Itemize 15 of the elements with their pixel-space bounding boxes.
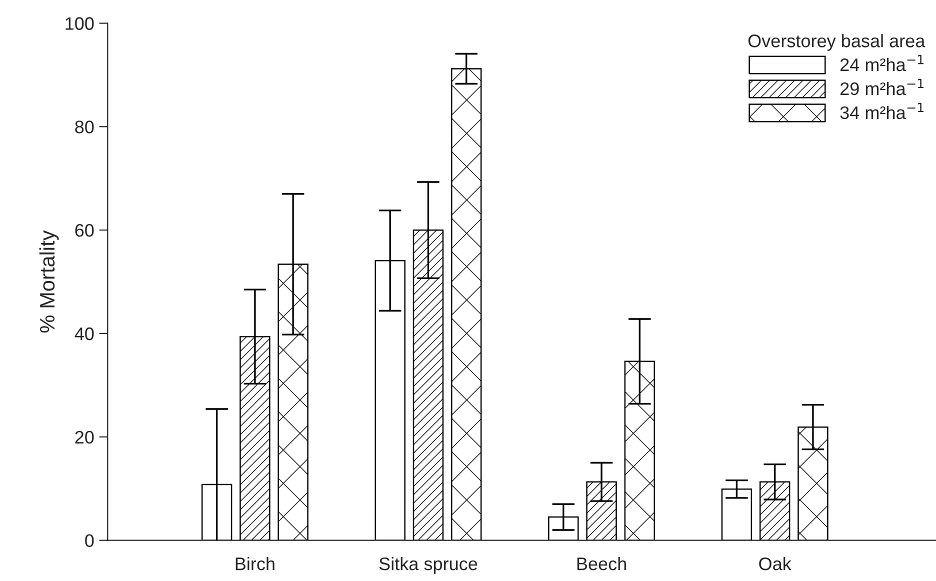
x-tick-label: Birch [236,556,274,570]
y-tick-label: 40 [74,327,94,340]
x-tick-label: Sitka spruce [379,556,478,574]
y-tick-label: 20 [75,430,94,444]
legend-title: Overstorey basal area [748,34,926,51]
legend-label: 29 m²ha$^{−1}$ [840,78,924,96]
legend-label: 24 m²ha$^{−1}$ [840,54,924,72]
x-tick-label: Oak [759,556,792,570]
x-tick-label: Beech [577,556,626,570]
y-tick-label: 80 [75,120,94,134]
y-tick-label: 100 [66,17,94,30]
legend-label: 34 m²ha$^{−1}$ [840,102,924,120]
y-axis-title: % Mortality [39,230,59,333]
y-tick-label: 0 [85,534,94,548]
y-tick-label: 60 [75,224,94,237]
